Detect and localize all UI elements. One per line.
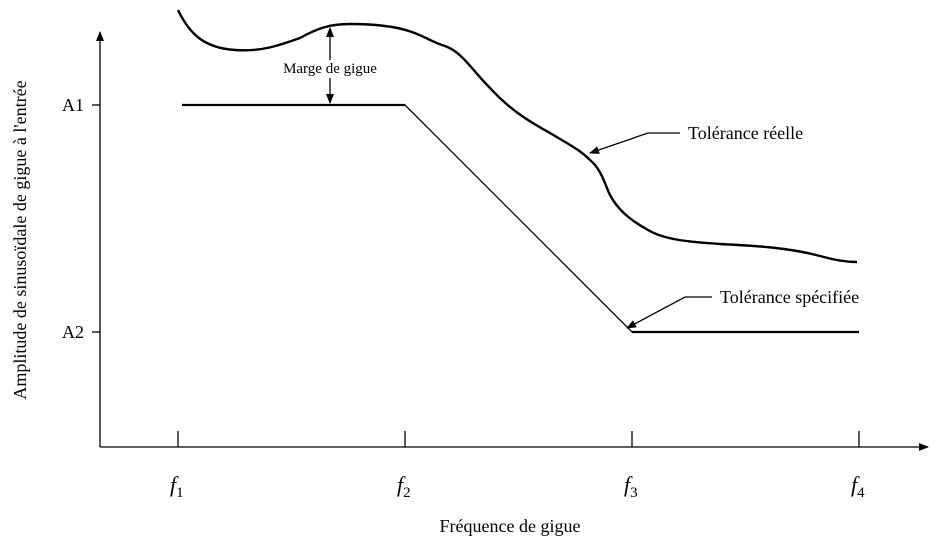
margin-label: Marge de gigue [283, 61, 377, 77]
leader [626, 296, 712, 329]
actual-tolerance [176, 9, 858, 264]
y-tick-label: A1 [62, 95, 84, 115]
specified-label: Tolérance spécifiée [720, 287, 859, 307]
y-axis-label: Amplitude de sinusoïdale de gigue à l'en… [10, 80, 30, 399]
y-tick-label: A2 [62, 322, 84, 342]
axes [92, 31, 929, 451]
actual-label: Tolérance réelle [688, 123, 803, 143]
x-tick-label: f2 [397, 472, 411, 501]
leader [589, 132, 680, 154]
x-tick-label: f4 [851, 472, 865, 501]
x-tick-labels: f1 f2 f3 f4 [170, 472, 865, 501]
x-axis-label: Fréquence de gigue [440, 516, 581, 536]
x-tick-label: f1 [170, 472, 184, 501]
x-tick-label: f3 [624, 472, 638, 501]
